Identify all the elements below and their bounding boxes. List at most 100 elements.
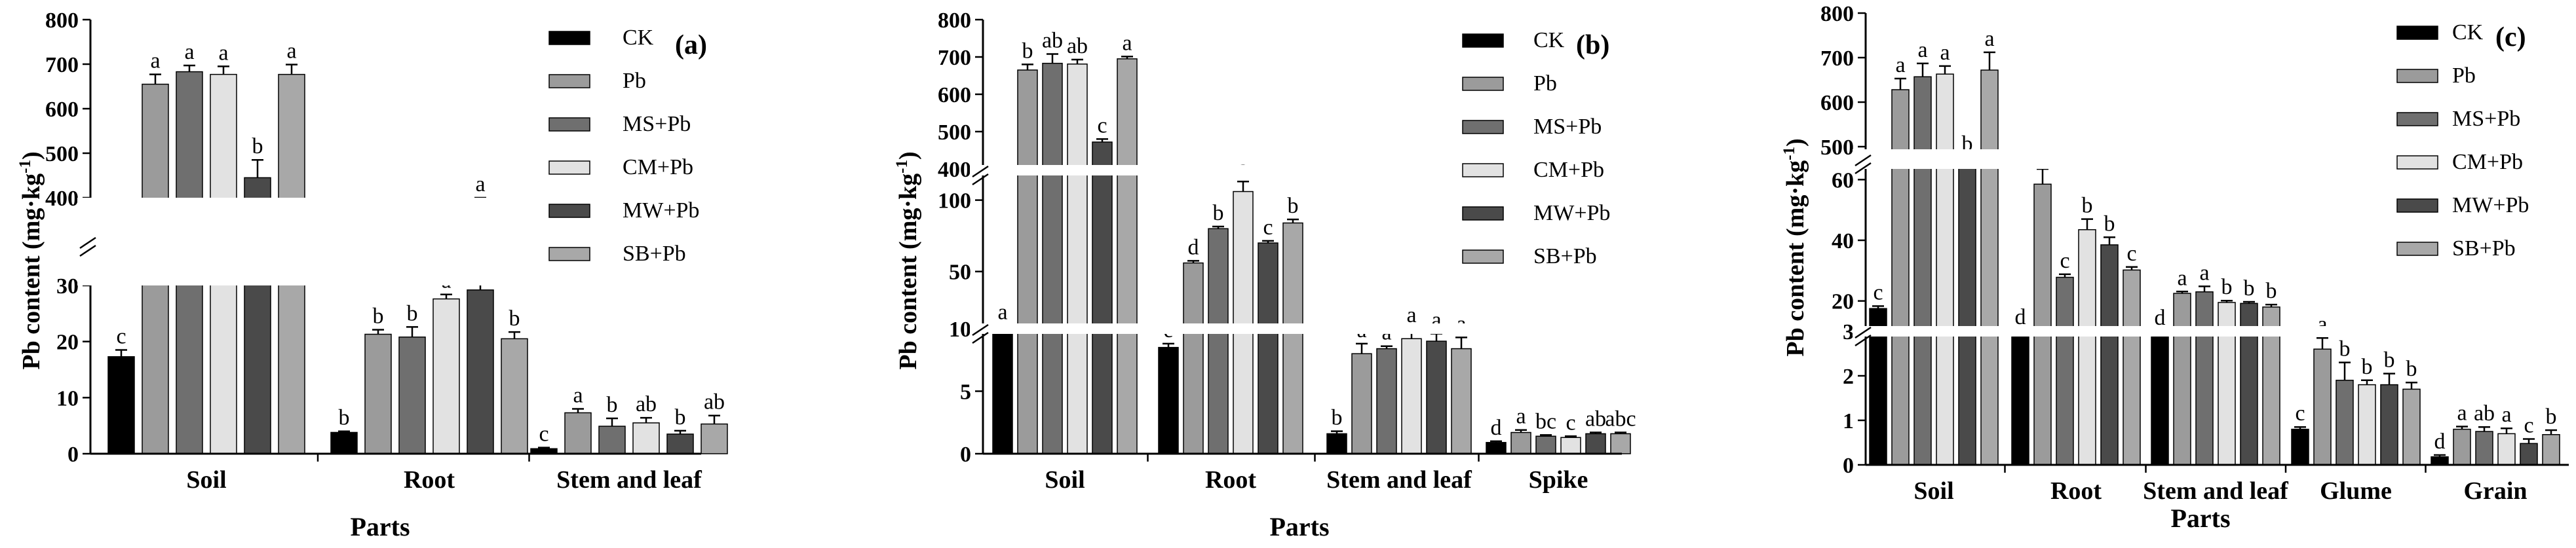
letter-c-2-1: a (2177, 266, 2187, 290)
y-tick-label-a-0-0: 0 (67, 443, 79, 467)
axis-break-slash-bottom-a-1 (79, 244, 96, 257)
legend-label-a-3: CM+Pb (623, 155, 693, 179)
panel-c: caaabadacbbcdaabbbcabbbbdaabacb SoilRoot… (1780, 2, 2569, 533)
x-tick-label-c-0: Soil (1913, 477, 1953, 505)
y-tick-label-c-0-0: 0 (1843, 454, 1854, 478)
bar-b-2-3 (1401, 338, 1422, 454)
panel-b-axes: Soil Root Stem and leaf Spike 0 5 10 50 100 400 50… (938, 9, 1622, 494)
letter-b-3-2: bc (1535, 409, 1556, 433)
bar-c-0-1 (1891, 89, 1910, 466)
legend-label-c-2: MS+Pb (2452, 107, 2520, 131)
letter-c-4-2: ab (2474, 401, 2495, 426)
letter-c-1-5: c (2126, 242, 2136, 266)
bar-c-0-5 (1980, 69, 1999, 466)
letter-c-0-0: c (1873, 281, 1883, 305)
legend-label-b-5: SB+Pb (1533, 244, 1597, 268)
legend-label-b-4: MW+Pb (1533, 201, 1610, 225)
bar-b-0-2 (1042, 62, 1063, 454)
letter-a-2-0: c (539, 422, 548, 447)
axis-break-gap-c-1 (1853, 326, 2569, 337)
bar-b-1-1 (1183, 262, 1204, 454)
bar-b-0-1 (1017, 69, 1038, 454)
bar-c-3-5 (2402, 388, 2421, 466)
letter-a-2-1: a (573, 383, 583, 407)
axis-break-gap-c-2 (1853, 149, 2569, 169)
bar-a-1-4 (467, 289, 494, 454)
bar-c-4-4 (2520, 443, 2538, 466)
panel-c-xlabel: Parts (2170, 503, 2230, 533)
bar-c-3-2 (2336, 380, 2354, 466)
x-tick-label-b-2: Stem and leaf (1326, 466, 1472, 494)
bar-b-3-5 (1610, 433, 1631, 454)
legend-swatch-a-4 (548, 204, 590, 218)
axis-break-slash-top-a-1 (79, 236, 96, 249)
y-tick-label-a-1-600: 600 (45, 98, 79, 122)
bar-b-3-4 (1585, 433, 1606, 454)
y-tick-label-a-0-20: 20 (56, 331, 79, 355)
bar-a-1-5 (501, 338, 528, 454)
panel-b-bars: abababcaedbacbbaaaaadabccababc (992, 28, 1636, 454)
x-tick-label-a-2: Stem and leaf (556, 466, 702, 494)
legend-label-a-0: CK (623, 26, 654, 50)
letter-a-1-0: b (339, 406, 350, 430)
bar-b-2-2 (1376, 348, 1397, 454)
panel-c-label: (c) (2495, 22, 2526, 52)
bar-a-1-0 (330, 431, 358, 454)
y-tick-label-b-1-50: 50 (949, 261, 971, 285)
letter-b-1-2: b (1213, 201, 1224, 225)
y-tick-label-a-0-30: 30 (56, 274, 79, 299)
bar-a-1-3 (433, 298, 460, 454)
axis-break-gap-b-1 (970, 323, 1622, 334)
panel-c-ylabel-close: ) (1782, 138, 1809, 147)
y-tick-label-c-1-60: 60 (1832, 168, 1854, 192)
axis-break-gap-b-2 (970, 165, 1622, 175)
bar-c-1-5 (2123, 269, 2141, 466)
letter-c-4-4: c (2524, 414, 2533, 438)
legend-label-b-0: CK (1533, 28, 1565, 52)
panel-c-axes: Soil Root Stem and leaf Glume Grain 0 1 2 3 20 40 6… (1820, 2, 2569, 505)
letter-a-2-3: ab (636, 392, 657, 416)
y-tick-label-c-0-1: 1 (1843, 409, 1854, 433)
letter-b-3-3: c (1566, 411, 1575, 435)
legend-swatch-b-2 (1462, 120, 1504, 134)
letter-c-1-2: c (2060, 249, 2069, 273)
y-tick-label-a-0-10: 10 (56, 386, 79, 411)
bar-c-2-2 (2195, 291, 2214, 466)
y-tick-label-b-0-0: 0 (960, 443, 971, 467)
panel-b-xlabel: Parts (1269, 512, 1329, 541)
letter-a-0-0: c (116, 325, 126, 349)
letter-c-1-0: d (2015, 305, 2026, 329)
legend-swatch-a-2 (548, 117, 590, 132)
bar-b-1-2 (1208, 228, 1229, 454)
panel-c-ylabel-main: Pb content (mg·kg (1782, 160, 1809, 357)
axis-break-slash-top-c-1 (1855, 326, 1872, 339)
bar-c-1-0 (2011, 331, 2029, 466)
bar-b-1-4 (1258, 242, 1278, 454)
legend-swatch-b-4 (1462, 206, 1504, 221)
x-tick-label-c-2: Stem and leaf (2143, 477, 2289, 505)
bar-c-1-2 (2056, 276, 2074, 466)
legend-label-a-4: MW+Pb (623, 198, 699, 223)
bar-c-3-0 (2291, 428, 2309, 466)
x-tick-label-c-1: Root (2050, 477, 2102, 505)
legend-swatch-c-0 (2396, 26, 2438, 40)
legend-swatch-c-3 (2396, 155, 2438, 170)
letter-b-2-3: a (1406, 303, 1416, 327)
legend-label-c-0: CK (2452, 20, 2484, 45)
letter-b-0-1: b (1022, 39, 1033, 63)
bar-b-3-1 (1510, 431, 1531, 454)
legend-label-b-2: MS+Pb (1533, 115, 1602, 139)
letter-c-3-5: b (2406, 357, 2417, 381)
panel-a-legend: CK Pb MS+Pb CM+Pb MW+Pb SB+Pb (548, 26, 699, 266)
letter-c-3-4: b (2384, 348, 2395, 373)
axis-break-slash-bottom-b-1 (972, 331, 989, 344)
y-tick-label-b-2-600: 600 (938, 83, 971, 107)
letter-a-2-5: ab (704, 390, 725, 414)
panel-b-ylabel-main: Pb content (mg·kg (894, 174, 922, 370)
bar-b-3-2 (1535, 435, 1556, 454)
bar-c-0-2 (1913, 76, 1932, 466)
y-tick-label-c-2-600: 600 (1820, 91, 1854, 115)
bar-b-1-3 (1233, 191, 1254, 454)
bar-c-4-5 (2542, 434, 2560, 466)
letter-a-1-4: a (475, 172, 485, 196)
